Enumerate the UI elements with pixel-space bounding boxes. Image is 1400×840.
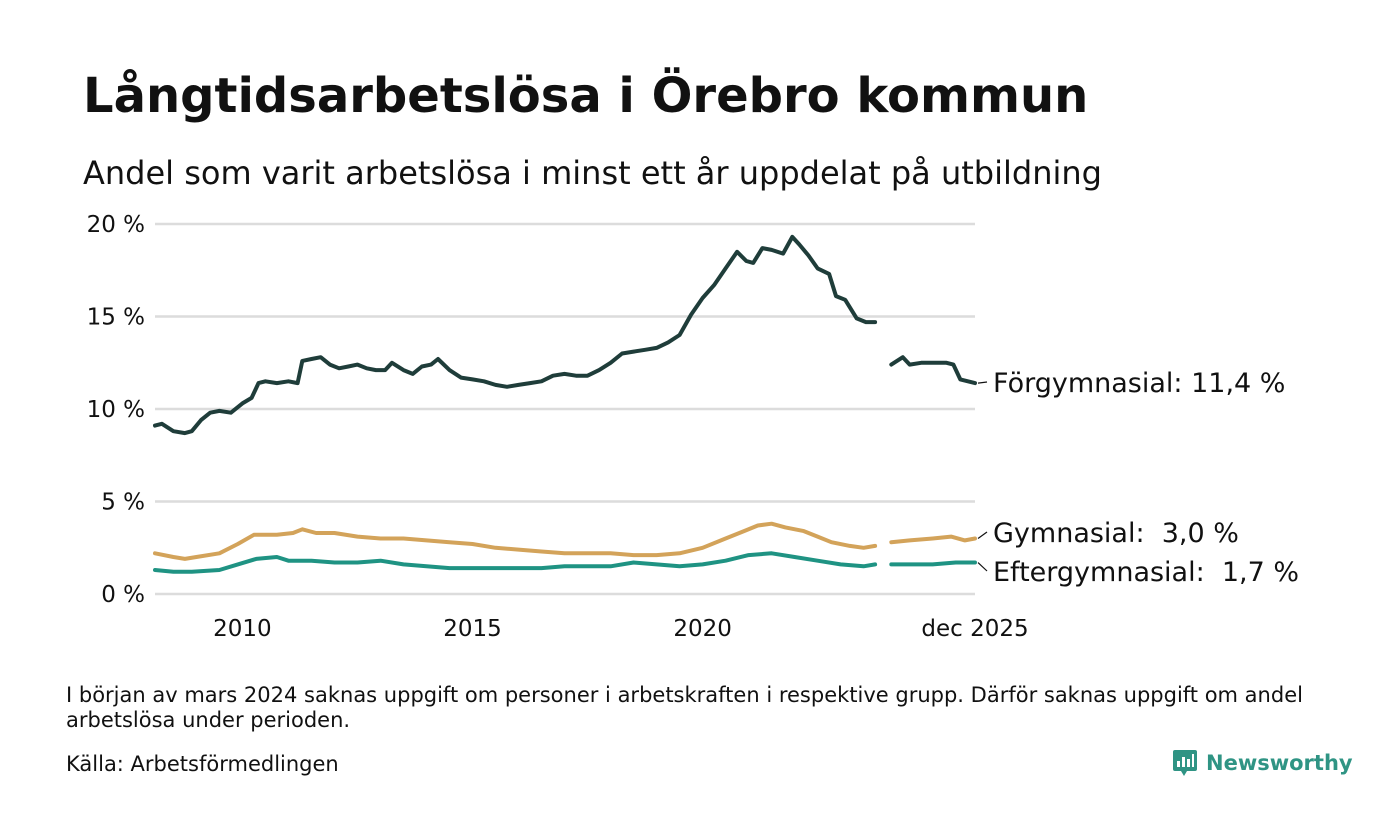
brand-logo: Newsworthy: [1172, 748, 1353, 778]
chart-title: Långtidsarbetslösa i Örebro kommun: [83, 68, 1089, 124]
newsworthy-chart-icon: [1173, 750, 1197, 776]
series-label-gymnasial: Gymnasial: 3,0 %: [993, 518, 1239, 549]
source-credit: Källa: Arbetsförmedlingen: [66, 752, 339, 776]
y-tick-label: 10 %: [87, 397, 145, 423]
series-label-eftergymnasial: Eftergymnasial: 1,7 %: [993, 557, 1299, 588]
footnote: I början av mars 2024 saknas uppgift om …: [66, 683, 1303, 732]
x-tick-label: 2015: [443, 616, 502, 642]
series-line-förgymnasial: [153, 234, 878, 436]
series-line-förgymnasial: [889, 355, 977, 386]
x-tick-label: dec 2025: [921, 616, 1028, 642]
series-label-förgymnasial: Förgymnasial: 11,4 %: [993, 368, 1285, 399]
y-axis-tick-labels: 0 % 5 % 10 % 15 % 20 %: [87, 212, 145, 608]
x-axis-tick-labels: 2010 2015 2020 dec 2025: [213, 616, 1028, 642]
y-tick-label: 20 %: [87, 212, 145, 238]
label-leader-line: [977, 381, 988, 384]
label-leader-line: [977, 562, 988, 572]
chart-subtitle: Andel som varit arbetslösa i minst ett å…: [83, 154, 1102, 192]
brand-name: Newsworthy: [1206, 751, 1353, 775]
series-lines: [153, 234, 977, 574]
x-tick-label: 2010: [213, 616, 272, 642]
series-line-eftergymnasial: [153, 551, 878, 574]
series-line-gymnasial: [889, 534, 977, 545]
label-leader-line: [977, 531, 988, 539]
series-line-eftergymnasial: [889, 560, 977, 567]
series-end-labels: Förgymnasial: 11,4 % Gymnasial: 3,0 % Efte…: [977, 368, 1299, 588]
y-tick-label: 5 %: [101, 490, 145, 516]
series-line-gymnasial: [153, 521, 878, 561]
y-tick-label: 15 %: [87, 305, 145, 331]
grid-lines: [155, 222, 975, 596]
y-tick-label: 0 %: [101, 582, 145, 608]
line-chart: 0 %5 %10 %15 %20 % 2010 2015 2020 dec 2025 …: [87, 212, 1299, 642]
x-tick-label: 2020: [673, 616, 732, 642]
